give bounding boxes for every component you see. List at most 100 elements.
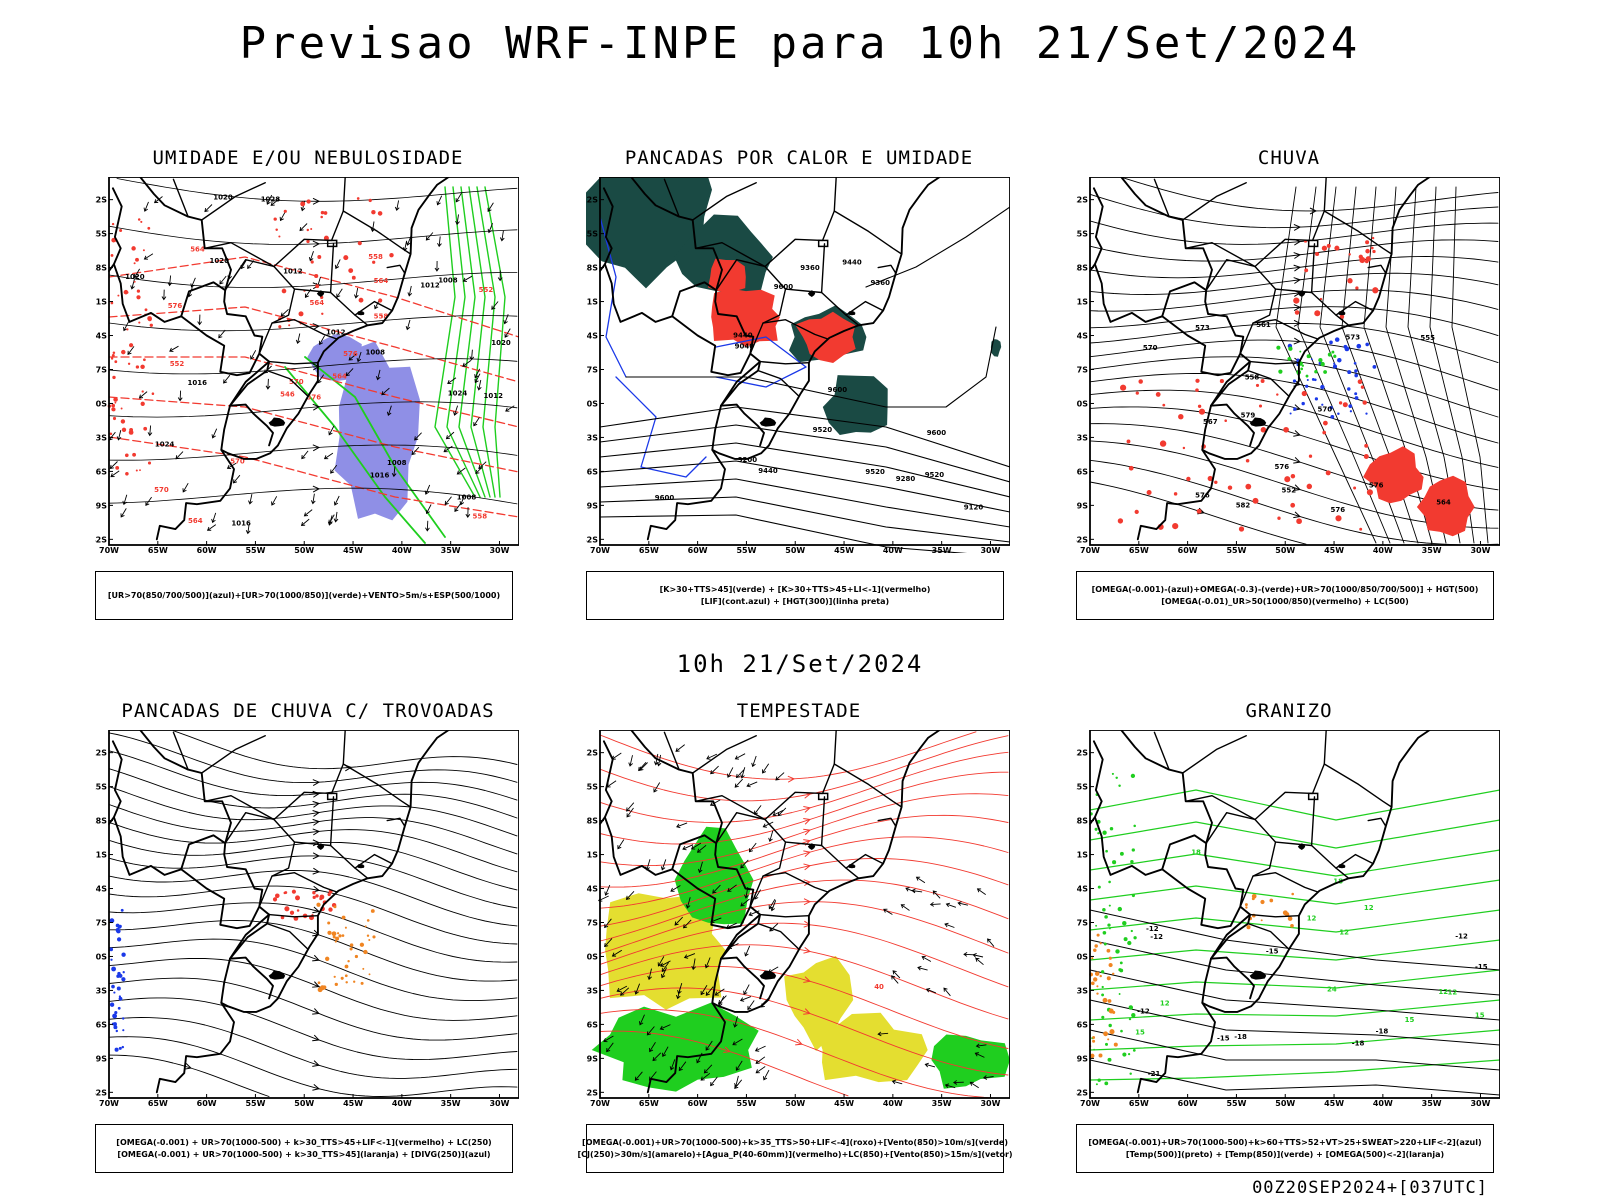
streamline-arrow — [803, 976, 811, 983]
state-border — [1182, 735, 1247, 774]
field-speckle — [1291, 892, 1294, 896]
field-speckle — [120, 419, 126, 424]
contour-label: 570 — [289, 378, 304, 386]
field-speckle — [327, 892, 331, 897]
field-speckle — [1365, 259, 1369, 264]
lon-tick-label: 50W — [785, 1099, 805, 1106]
wind-vector — [206, 524, 217, 531]
lat-tick-label: 15S — [95, 230, 107, 239]
field-speckle — [1348, 253, 1351, 256]
lon-tick-label: 35W — [441, 546, 461, 553]
streamline-arrow — [184, 1063, 192, 1070]
wind850-field — [931, 1034, 1010, 1089]
field-speckle — [1117, 518, 1124, 524]
contour-label: 579 — [1241, 412, 1256, 420]
wind-vector — [443, 445, 453, 453]
field-speckle — [1134, 509, 1139, 515]
wind-vector — [647, 968, 652, 981]
lon-tick-label: 70W — [1080, 1099, 1100, 1106]
streamline-arrow — [803, 920, 812, 928]
field-speckle — [366, 934, 370, 937]
state-border — [757, 369, 799, 397]
field-speckle — [298, 311, 304, 317]
contour-label: -12 — [1455, 932, 1468, 940]
field-speckle — [1108, 1023, 1112, 1028]
contour-label: 9520 — [813, 426, 833, 434]
lat-tick-label: 21S — [1076, 851, 1088, 860]
state-border — [757, 922, 799, 950]
field-speckle — [111, 222, 115, 226]
field-speckle — [138, 321, 141, 324]
reservoir — [848, 311, 856, 316]
contour-label: 40 — [874, 983, 884, 991]
field-speckle — [1342, 402, 1348, 408]
field-speckle — [338, 934, 342, 938]
field-speckle — [118, 1046, 122, 1050]
country-border — [671, 834, 762, 930]
lat-tick-label: 24S — [95, 332, 107, 341]
wind-vector — [604, 938, 613, 948]
reservoir — [807, 843, 816, 850]
contour-label: 9440 — [733, 332, 753, 340]
state-border — [354, 314, 369, 326]
field-speckle — [1363, 454, 1369, 459]
field-speckle — [121, 1017, 125, 1020]
lat-tick-label: 42S — [1076, 535, 1088, 544]
lon-tick-label: 65W — [639, 1099, 659, 1106]
contour-label: -15 — [1217, 1035, 1230, 1043]
field-speckle — [136, 289, 141, 293]
temp500-contour — [1089, 909, 1500, 971]
lagoa-dos-patos — [1249, 970, 1267, 980]
contour-label: 9360 — [800, 264, 820, 272]
field-speckle — [344, 964, 349, 969]
wind-vector — [138, 391, 148, 399]
streamline-arrow — [312, 323, 321, 330]
field-speckle — [1252, 497, 1259, 504]
streamline-arrow — [312, 485, 321, 493]
field-speckle — [1101, 1015, 1105, 1019]
field-speckle — [344, 974, 348, 978]
humidity-lower-contour — [434, 186, 476, 498]
df-box — [1307, 792, 1319, 801]
wind-vector — [932, 890, 941, 899]
wind-vector — [710, 1076, 718, 1087]
country-border — [602, 740, 674, 876]
field-speckle — [1133, 936, 1137, 940]
lat-tick-label: 27S — [586, 365, 598, 374]
lon-tick-label: 65W — [148, 1099, 168, 1106]
wind-vector — [669, 1059, 676, 1071]
wind-vector — [333, 511, 339, 523]
state-border — [1249, 360, 1300, 365]
lat-tick-label: 33S — [95, 433, 107, 442]
wind-vector — [703, 1064, 713, 1074]
contour-label: 12 — [1339, 929, 1349, 937]
field-speckle — [1365, 342, 1370, 347]
panel-title: GRANIZO — [1245, 700, 1333, 722]
streamline — [108, 750, 518, 801]
field-speckle — [356, 197, 360, 200]
panel-legend: [OMEGA(-0.001) + UR>70(1000-500) + k>30_… — [95, 1124, 513, 1173]
wind-vector — [705, 986, 714, 996]
wind-vector — [685, 897, 691, 909]
streamline — [108, 938, 518, 1002]
humidity-lower-contour — [446, 186, 481, 498]
contour-label: 552 — [479, 286, 494, 294]
field-speckle — [1360, 385, 1365, 389]
field-speckle — [1305, 374, 1309, 378]
contour-label: 1012 — [484, 392, 504, 400]
field-speckle — [112, 1013, 118, 1019]
field-speckle — [109, 918, 115, 924]
wind-vector — [328, 425, 335, 436]
state-border — [268, 360, 319, 365]
lon-tick-label: 55W — [1226, 546, 1246, 553]
streamline-arrow — [312, 818, 321, 826]
wind-vector — [454, 502, 462, 512]
field-speckle — [122, 1029, 125, 1032]
field-speckle — [1108, 880, 1111, 884]
field-speckle — [111, 407, 116, 412]
df-box — [817, 792, 829, 801]
field-speckle — [1305, 384, 1309, 388]
field-speckle — [327, 921, 331, 925]
field-speckle — [111, 984, 115, 989]
contour-label: 9120 — [964, 504, 984, 512]
